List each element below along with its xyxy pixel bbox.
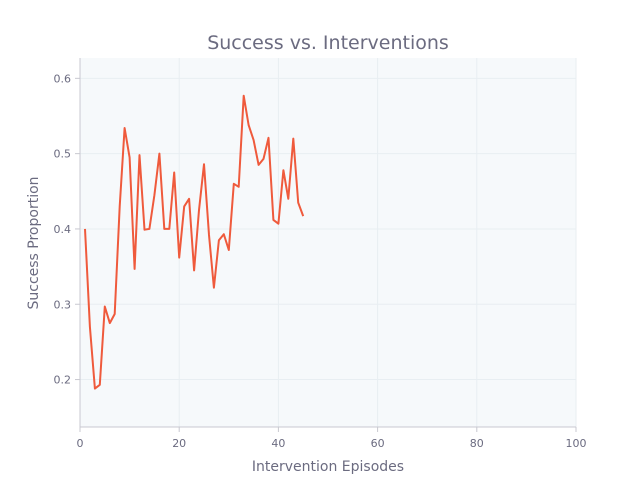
data-point bbox=[193, 269, 195, 271]
data-point bbox=[119, 205, 121, 207]
y-tick-label: 0.3 bbox=[54, 298, 72, 311]
x-ticks: 0 20 40 60 80 100 bbox=[77, 427, 587, 450]
data-point bbox=[158, 153, 160, 155]
data-point bbox=[94, 388, 96, 390]
data-point bbox=[198, 209, 200, 211]
data-point bbox=[272, 219, 274, 221]
axes bbox=[79, 58, 576, 428]
data-point bbox=[99, 384, 101, 386]
data-point bbox=[173, 171, 175, 173]
series-line bbox=[84, 94, 305, 390]
chart-title: Success vs. Interventions bbox=[207, 32, 449, 54]
data-point bbox=[114, 313, 116, 315]
y-tick-label: 0.6 bbox=[54, 72, 72, 85]
data-point bbox=[238, 186, 240, 188]
data-point bbox=[287, 198, 289, 200]
data-point bbox=[104, 306, 106, 308]
data-point bbox=[208, 234, 210, 236]
data-point bbox=[243, 95, 245, 97]
data-point bbox=[258, 164, 260, 166]
data-point bbox=[292, 138, 294, 140]
data-point bbox=[263, 158, 265, 160]
data-point bbox=[223, 233, 225, 235]
series-group bbox=[84, 94, 305, 390]
x-tick-label: 0 bbox=[77, 437, 84, 450]
grid bbox=[79, 58, 577, 427]
data-point bbox=[253, 139, 255, 141]
data-point bbox=[124, 127, 126, 129]
data-point bbox=[248, 124, 250, 126]
x-tick-label: 80 bbox=[470, 437, 484, 450]
y-tick-label: 0.2 bbox=[54, 374, 72, 387]
data-point bbox=[89, 326, 91, 328]
data-point bbox=[213, 287, 215, 289]
plot-area bbox=[80, 58, 576, 427]
x-tick-label: 100 bbox=[566, 437, 587, 450]
y-tick-label: 0.5 bbox=[54, 148, 72, 161]
x-axis-label: Intervention Episodes bbox=[252, 459, 404, 475]
y-tick-label: 0.4 bbox=[54, 223, 72, 236]
y-ticks: 0.2 0.3 0.4 0.5 0.6 bbox=[54, 72, 80, 387]
data-point bbox=[163, 228, 165, 230]
data-point bbox=[282, 169, 284, 171]
data-point bbox=[218, 239, 220, 241]
data-point bbox=[134, 268, 136, 270]
data-point bbox=[297, 202, 299, 204]
data-point bbox=[148, 228, 150, 230]
x-tick-label: 40 bbox=[271, 437, 285, 450]
data-point bbox=[188, 198, 190, 200]
x-tick-label: 60 bbox=[371, 437, 385, 450]
data-point bbox=[84, 228, 86, 230]
y-axis-label: Success Proportion bbox=[26, 176, 42, 309]
data-point bbox=[302, 215, 304, 217]
data-point bbox=[267, 137, 269, 139]
data-point bbox=[153, 194, 155, 196]
data-point bbox=[168, 228, 170, 230]
data-point bbox=[277, 223, 279, 225]
data-point bbox=[203, 163, 205, 165]
data-point bbox=[233, 183, 235, 185]
data-point bbox=[183, 205, 185, 207]
data-point bbox=[109, 322, 111, 324]
data-point bbox=[129, 156, 131, 158]
data-point bbox=[143, 229, 145, 231]
x-tick-label: 20 bbox=[172, 437, 186, 450]
data-point bbox=[178, 257, 180, 259]
data-point bbox=[139, 154, 141, 156]
data-point bbox=[228, 249, 230, 251]
